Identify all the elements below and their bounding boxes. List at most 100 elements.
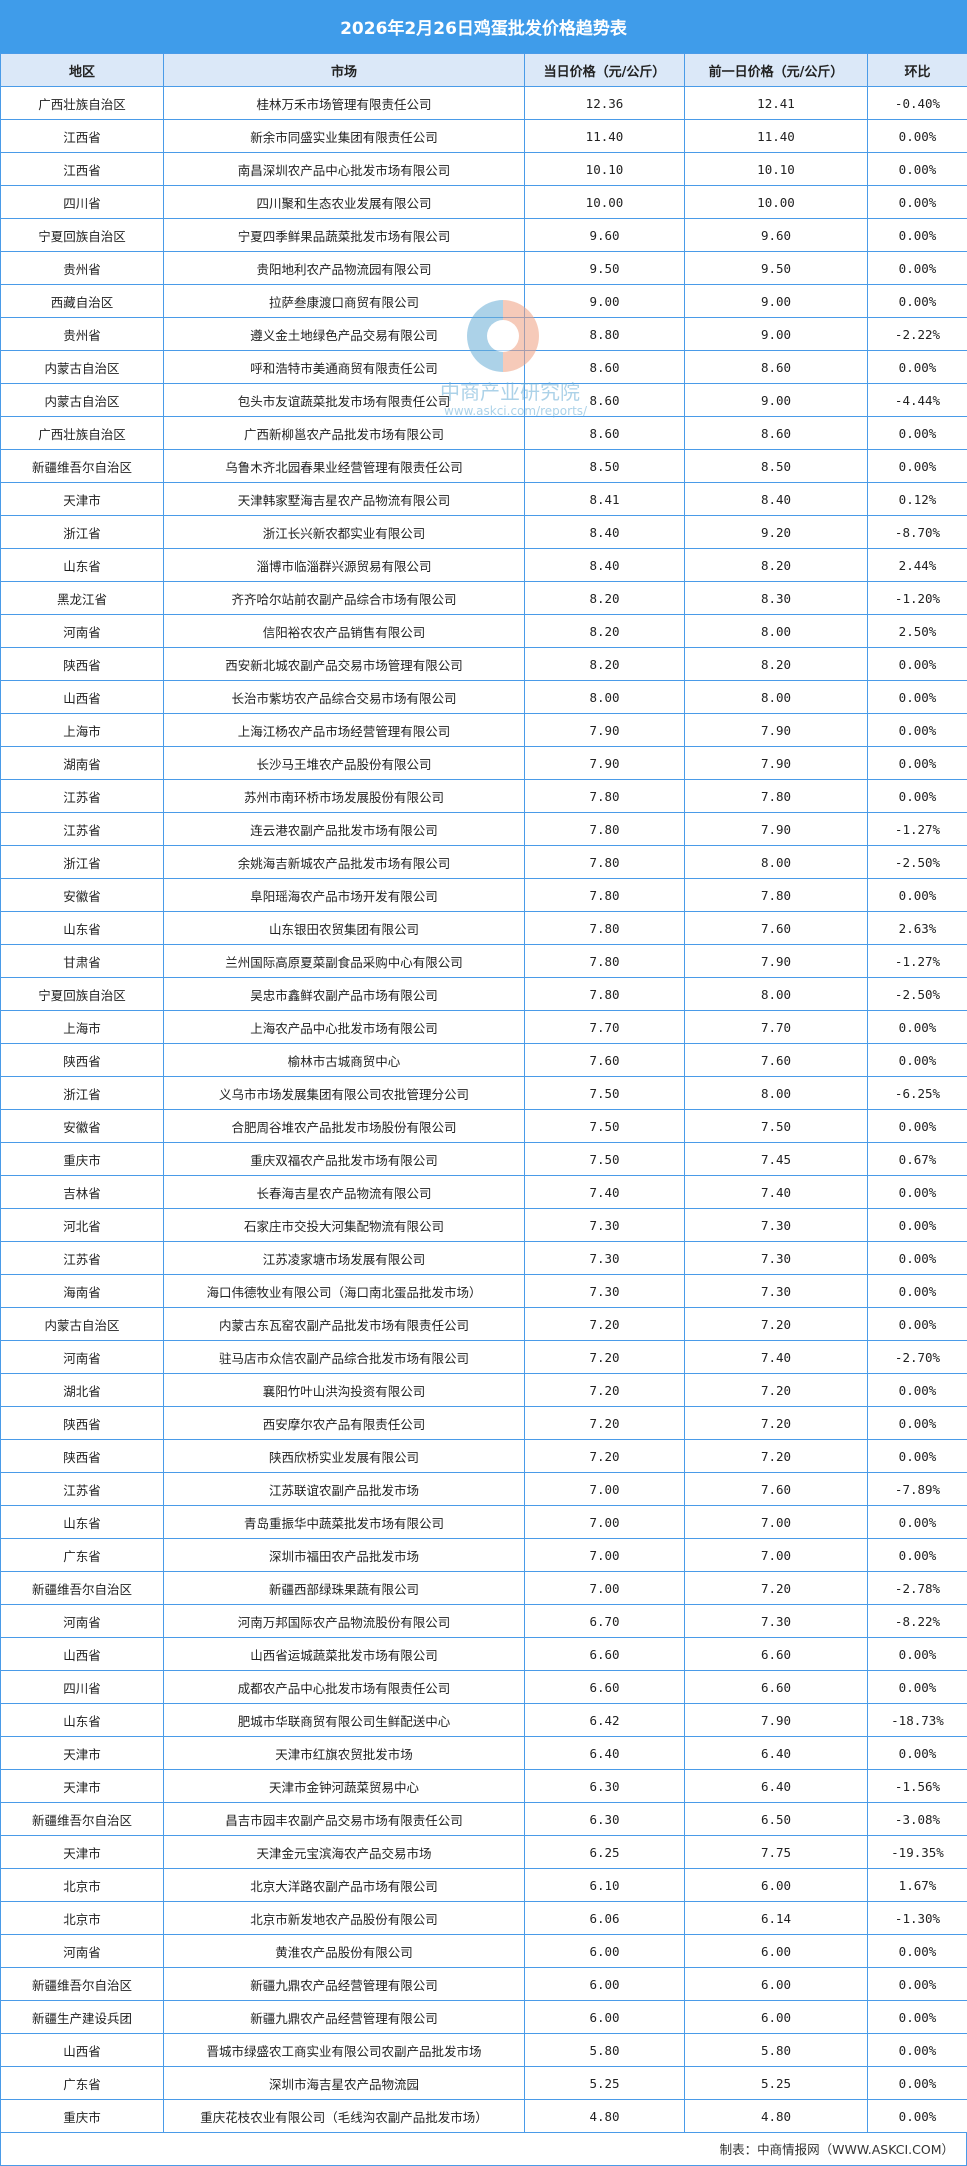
- cell-change: 0.00%: [867, 1175, 967, 1209]
- cell-market: 天津金元宝滨海农产品交易市场: [163, 1835, 525, 1869]
- cell-region: 山东省: [0, 1703, 164, 1737]
- cell-change: 0.00%: [867, 1241, 967, 1275]
- cell-today-price: 7.90: [524, 746, 685, 780]
- table-row: 陕西省 榆林市古城商贸中心 7.60 7.60 0.00%: [0, 1043, 967, 1077]
- cell-prev-price: 6.60: [684, 1670, 868, 1704]
- cell-market: 信阳裕农农产品销售有限公司: [163, 614, 525, 648]
- cell-region: 山西省: [0, 1637, 164, 1671]
- cell-region: 宁夏回族自治区: [0, 977, 164, 1011]
- cell-today-price: 8.40: [524, 548, 685, 582]
- cell-today-price: 6.06: [524, 1901, 685, 1935]
- cell-market: 宁夏四季鲜果品蔬菜批发市场有限公司: [163, 218, 525, 252]
- cell-market: 河南万邦国际农产品物流股份有限公司: [163, 1604, 525, 1638]
- table-row: 天津市 天津韩家墅海吉星农产品物流有限公司 8.41 8.40 0.12%: [0, 482, 967, 516]
- cell-region: 内蒙古自治区: [0, 383, 164, 417]
- cell-market: 成都农产品中心批发市场有限责任公司: [163, 1670, 525, 1704]
- cell-change: -1.30%: [867, 1901, 967, 1935]
- cell-today-price: 7.30: [524, 1241, 685, 1275]
- cell-region: 新疆维吾尔自治区: [0, 1571, 164, 1605]
- cell-change: 0.12%: [867, 482, 967, 516]
- cell-change: 0.00%: [867, 2066, 967, 2100]
- cell-prev-price: 7.80: [684, 878, 868, 912]
- table-row: 江苏省 江苏凌家塘市场发展有限公司 7.30 7.30 0.00%: [0, 1241, 967, 1275]
- cell-prev-price: 6.00: [684, 1967, 868, 2001]
- table-row: 广西壮族自治区 广西新柳邕农产品批发市场有限公司 8.60 8.60 0.00%: [0, 416, 967, 450]
- cell-region: 河南省: [0, 1934, 164, 1968]
- table-row: 陕西省 西安摩尔农产品有限责任公司 7.20 7.20 0.00%: [0, 1406, 967, 1440]
- price-table: 地区 市场 当日价格（元/公斤） 前一日价格（元/公斤） 环比 广西壮族自治区桂…: [0, 53, 967, 2133]
- cell-change: 0.00%: [867, 416, 967, 450]
- cell-region: 河南省: [0, 614, 164, 648]
- header-prev-price: 前一日价格（元/公斤）: [684, 53, 868, 87]
- cell-region: 内蒙古自治区: [0, 1307, 164, 1341]
- header-change: 环比: [867, 53, 967, 87]
- cell-region: 四川省: [0, 1670, 164, 1704]
- cell-today-price: 8.60: [524, 416, 685, 450]
- table-row: 陕西省 西安新北城农副产品交易市场管理有限公司 8.20 8.20 0.00%: [0, 647, 967, 681]
- cell-today-price: 7.80: [524, 944, 685, 978]
- cell-region: 江苏省: [0, 779, 164, 813]
- cell-today-price: 8.50: [524, 449, 685, 483]
- cell-prev-price: 7.00: [684, 1505, 868, 1539]
- cell-change: 0.00%: [867, 218, 967, 252]
- cell-region: 西藏自治区: [0, 284, 164, 318]
- cell-prev-price: 7.30: [684, 1208, 868, 1242]
- cell-change: -2.78%: [867, 1571, 967, 1605]
- cell-market: 陕西欣桥实业发展有限公司: [163, 1439, 525, 1473]
- table-row: 山东省 山东银田农贸集团有限公司 7.80 7.60 2.63%: [0, 911, 967, 945]
- table-row: 湖北省 襄阳竹叶山洪沟投资有限公司 7.20 7.20 0.00%: [0, 1373, 967, 1407]
- table-row: 新疆维吾尔自治区 昌吉市园丰农副产品交易市场有限责任公司 6.30 6.50 -3.08…: [0, 1802, 967, 1836]
- cell-region: 北京市: [0, 1868, 164, 1902]
- table-row: 宁夏回族自治区 宁夏四季鲜果品蔬菜批发市场有限公司 9.60 9.60 0.00%: [0, 218, 967, 252]
- cell-change: 0.00%: [867, 1208, 967, 1242]
- cell-today-price: 9.50: [524, 251, 685, 285]
- cell-market: 新疆西部绿珠果蔬有限公司: [163, 1571, 525, 1605]
- cell-region: 江西省: [0, 119, 164, 153]
- cell-region: 天津市: [0, 1835, 164, 1869]
- cell-prev-price: 8.00: [684, 1076, 868, 1110]
- cell-change: 0.00%: [867, 1043, 967, 1077]
- cell-change: -1.56%: [867, 1769, 967, 1803]
- cell-prev-price: 11.40: [684, 119, 868, 153]
- table-row: 上海市 上海江杨农产品市场经营管理有限公司 7.90 7.90 0.00%: [0, 713, 967, 747]
- cell-prev-price: 7.20: [684, 1307, 868, 1341]
- table-row: 海南省 海口伟德牧业有限公司（海口南北蛋品批发市场） 7.30 7.30 0.00%: [0, 1274, 967, 1308]
- cell-change: -2.50%: [867, 977, 967, 1011]
- cell-market: 齐齐哈尔站前农副产品综合市场有限公司: [163, 581, 525, 615]
- cell-change: -8.70%: [867, 515, 967, 549]
- table-row: 河南省 黄淮农产品股份有限公司 6.00 6.00 0.00%: [0, 1934, 967, 1968]
- cell-today-price: 7.00: [524, 1571, 685, 1605]
- cell-today-price: 6.60: [524, 1670, 685, 1704]
- cell-region: 天津市: [0, 1736, 164, 1770]
- cell-market: 新余市同盛实业集团有限责任公司: [163, 119, 525, 153]
- cell-today-price: 8.41: [524, 482, 685, 516]
- cell-change: 0.67%: [867, 1142, 967, 1176]
- cell-region: 黑龙江省: [0, 581, 164, 615]
- cell-market: 北京大洋路农副产品市场有限公司: [163, 1868, 525, 1902]
- cell-change: 2.50%: [867, 614, 967, 648]
- cell-today-price: 8.40: [524, 515, 685, 549]
- cell-today-price: 6.25: [524, 1835, 685, 1869]
- table-row: 江西省 新余市同盛实业集团有限责任公司 11.40 11.40 0.00%: [0, 119, 967, 153]
- cell-market: 长春海吉星农产品物流有限公司: [163, 1175, 525, 1209]
- table-row: 湖南省 长沙马王堆农产品股份有限公司 7.90 7.90 0.00%: [0, 746, 967, 780]
- cell-today-price: 4.80: [524, 2099, 685, 2133]
- source-text: 制表：中商情报网（WWW.ASKCI.COM）: [719, 2142, 954, 2157]
- cell-today-price: 7.20: [524, 1373, 685, 1407]
- cell-market: 贵阳地利农产品物流园有限公司: [163, 251, 525, 285]
- cell-change: 0.00%: [867, 152, 967, 186]
- cell-change: 0.00%: [867, 251, 967, 285]
- table-row: 河南省 河南万邦国际农产品物流股份有限公司 6.70 7.30 -8.22%: [0, 1604, 967, 1638]
- table-row: 四川省 四川聚和生态农业发展有限公司 10.00 10.00 0.00%: [0, 185, 967, 219]
- cell-region: 安徽省: [0, 878, 164, 912]
- cell-prev-price: 7.50: [684, 1109, 868, 1143]
- cell-today-price: 12.36: [524, 86, 685, 120]
- table-row: 黑龙江省 齐齐哈尔站前农副产品综合市场有限公司 8.20 8.30 -1.20%: [0, 581, 967, 615]
- cell-prev-price: 8.00: [684, 845, 868, 879]
- cell-market: 长沙马王堆农产品股份有限公司: [163, 746, 525, 780]
- cell-prev-price: 6.50: [684, 1802, 868, 1836]
- cell-region: 安徽省: [0, 1109, 164, 1143]
- cell-today-price: 9.60: [524, 218, 685, 252]
- cell-prev-price: 8.00: [684, 977, 868, 1011]
- cell-market: 江苏联谊农副产品批发市场: [163, 1472, 525, 1506]
